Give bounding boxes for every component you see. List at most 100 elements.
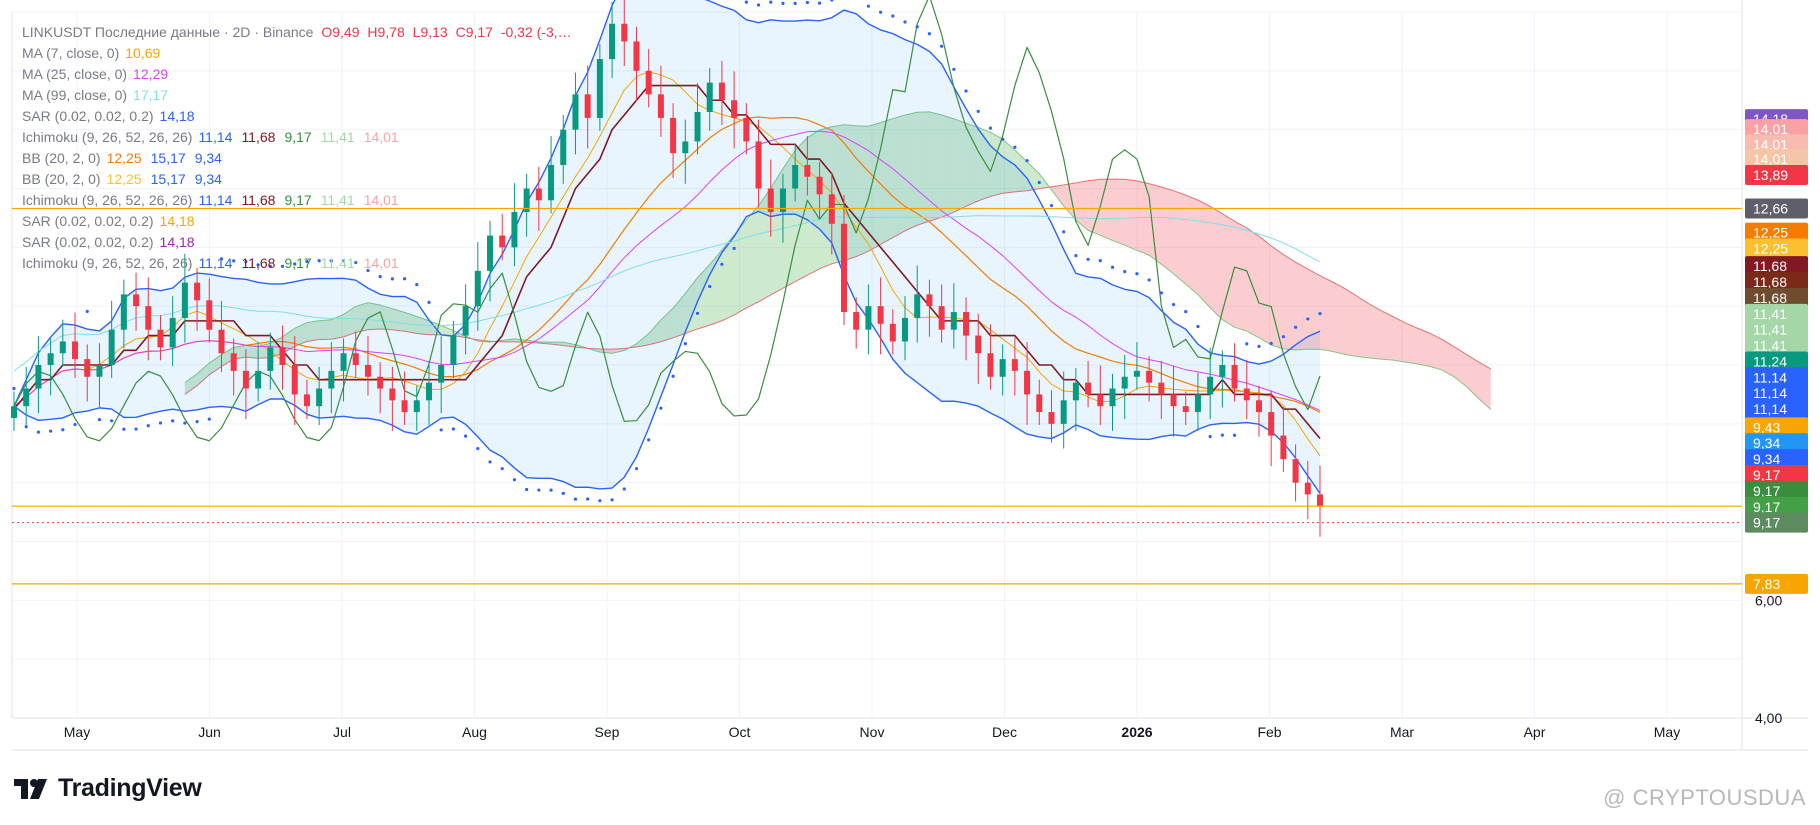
candle — [511, 183, 518, 267]
candle — [1085, 360, 1092, 408]
candle-body — [1219, 365, 1226, 377]
cloud-segment — [1307, 269, 1320, 350]
candle — [1109, 373, 1116, 431]
sar-dot — [1025, 158, 1029, 163]
candle-body — [706, 82, 713, 113]
candle-body — [1048, 412, 1055, 424]
cloud-segment — [1332, 281, 1345, 355]
indicator-value: 9,34 — [194, 171, 222, 187]
cloud-segment — [1271, 245, 1284, 349]
cloud-segment — [380, 304, 393, 330]
cloud-segment — [1368, 303, 1381, 360]
sar-dot — [1293, 325, 1298, 329]
cloud-segment — [1478, 361, 1491, 410]
candle — [194, 267, 201, 331]
price-tag-text: 11,41 — [1753, 322, 1787, 338]
legend-row[interactable]: SAR (0.02, 0.02, 0.2) 14,18 — [22, 211, 572, 232]
candle — [731, 71, 738, 149]
senkou-span-b — [184, 178, 1492, 395]
cloud-segment — [746, 205, 759, 308]
ichimoku-cloud — [184, 111, 1492, 410]
cloud-segment — [1002, 139, 1015, 194]
indicator-name: MA (25, close, 0) — [22, 66, 128, 82]
indicator-value: 11,68 — [241, 192, 276, 208]
candle — [914, 265, 921, 343]
candle — [1194, 372, 1201, 431]
candle — [938, 284, 945, 343]
cloud-segment — [1197, 200, 1211, 308]
cloud-segment — [1149, 183, 1162, 265]
price-tag-bg — [1745, 351, 1808, 372]
candle — [1011, 337, 1018, 396]
sar-dot — [207, 417, 211, 421]
cloud-segment — [1417, 328, 1430, 367]
cloud-segment — [1136, 180, 1150, 256]
legend-row[interactable]: MA (99, close, 0) 17,17 — [22, 85, 572, 106]
sar-dot — [1208, 434, 1212, 439]
legend-row[interactable]: Ichimoku (9, 26, 52, 26, 26) 11,14 11,68 9,… — [22, 190, 572, 211]
candle-body — [694, 112, 701, 142]
candle-body — [242, 370, 249, 389]
price-tag-bg — [1745, 449, 1808, 470]
sar-dot — [1062, 230, 1066, 234]
price-tag-bg — [1745, 367, 1808, 388]
sar-dot — [244, 260, 248, 264]
cloud-segment — [770, 168, 783, 295]
indicator-value: 12,25 — [106, 150, 142, 166]
cloud-segment — [917, 111, 930, 226]
sar-dot — [817, 1, 822, 5]
sar-dot — [293, 262, 297, 266]
price-tag: 12,25 — [1745, 238, 1808, 259]
candle-body — [1317, 494, 1323, 507]
candle — [1280, 406, 1287, 473]
x-tick-label: Nov — [860, 724, 885, 740]
indicator-name: SAR (0.02, 0.02, 0.2) — [22, 234, 154, 250]
sar-dot — [183, 421, 187, 425]
indicator-value: 11,14 — [198, 129, 233, 145]
candle-body — [560, 129, 567, 165]
candle-body — [584, 94, 591, 118]
cloud-segment — [1258, 236, 1272, 346]
tradingview-logo[interactable]: TradingView — [14, 774, 202, 803]
cloud-segment — [758, 188, 771, 302]
candle-body — [255, 370, 262, 389]
indicator-value: 11,41 — [320, 129, 355, 145]
price-tag: 7,83 — [1745, 573, 1808, 594]
candle — [1182, 391, 1189, 426]
candle — [1243, 359, 1250, 420]
candle-body — [1268, 412, 1275, 436]
candle-body — [1011, 359, 1018, 371]
candle-body — [377, 376, 384, 389]
cloud-segment — [685, 277, 698, 334]
indicator-name: SAR (0.02, 0.02, 0.2) — [22, 213, 154, 229]
legend-row[interactable]: Ichimoku (9, 26, 52, 26, 26) 11,14 11,68 9,… — [22, 127, 572, 148]
legend-row[interactable]: SAR (0.02, 0.02, 0.2) 14,18 — [22, 232, 572, 253]
candle — [267, 332, 274, 390]
price-tag-bg — [1745, 399, 1808, 420]
candle-body — [1280, 435, 1287, 460]
price-tag: 11,41 — [1745, 319, 1808, 340]
sar-dot — [927, 32, 932, 36]
x-tick-label: Jul — [333, 724, 351, 740]
candle-body — [816, 176, 823, 195]
legend-row[interactable]: BB (20, 2, 0) 12,25 15,17 9,34 — [22, 169, 572, 190]
cloud-segment — [1112, 179, 1125, 246]
cloud-segment — [1051, 184, 1064, 206]
cloud-segment — [1442, 339, 1455, 377]
candle-body — [389, 388, 396, 401]
legend-row[interactable]: BB (20, 2, 0) 12,25 15,17 9,34 — [22, 148, 572, 169]
candle-body — [340, 353, 347, 371]
sar-dot — [366, 268, 370, 273]
candle-body — [59, 341, 66, 354]
legend-row[interactable]: Ichimoku (9, 26, 52, 26, 26) 11,14 11,68 9,… — [22, 253, 572, 274]
legend-row[interactable]: SAR (0.02, 0.02, 0.2) 14,18 — [22, 106, 572, 127]
legend-row[interactable]: MA (7, close, 0) 10,69 — [22, 43, 572, 64]
cloud-segment — [648, 320, 661, 345]
legend-row[interactable]: MA (25, close, 0) 12,29 — [22, 64, 572, 85]
bollinger-band — [14, 0, 1320, 494]
sar-dot — [878, 10, 883, 14]
price-tag: 11,24 — [1745, 351, 1808, 372]
cloud-segment — [343, 306, 356, 337]
candle-body — [572, 94, 579, 130]
